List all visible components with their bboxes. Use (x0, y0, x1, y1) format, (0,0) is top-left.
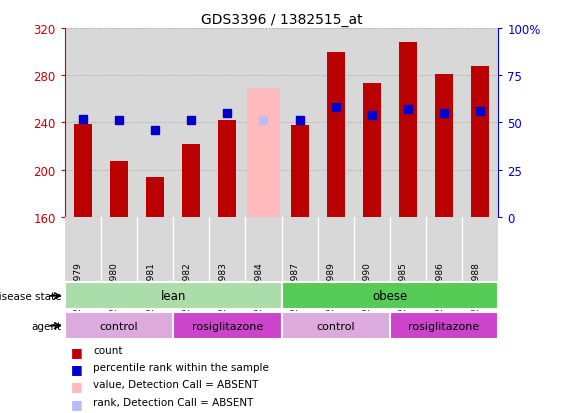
Bar (282, 29, 318, 217)
Bar (173, 29, 209, 217)
Title: GDS3396 / 1382515_at: GDS3396 / 1382515_at (200, 12, 363, 26)
Bar (65, 313, 173, 339)
Text: ■: ■ (70, 362, 82, 375)
Bar (435, 75, 453, 217)
Text: rosiglitazone: rosiglitazone (408, 321, 480, 331)
Bar (137, 29, 173, 217)
Text: control: control (316, 321, 355, 331)
Bar (245, 29, 282, 217)
Bar (282, 283, 498, 309)
Bar (327, 52, 345, 217)
Text: ■: ■ (70, 345, 82, 358)
Bar (146, 177, 164, 217)
Text: value, Detection Call = ABSENT: value, Detection Call = ABSENT (93, 380, 258, 389)
Bar (471, 66, 489, 217)
Bar (462, 29, 498, 217)
Text: rank, Detection Call = ABSENT: rank, Detection Call = ABSENT (93, 397, 253, 407)
Bar (354, 29, 390, 217)
Text: control: control (100, 321, 138, 331)
Bar (65, 29, 101, 217)
Text: ■: ■ (70, 397, 82, 410)
Bar (282, 313, 390, 339)
Bar (363, 84, 381, 217)
Text: disease state: disease state (0, 291, 62, 301)
Text: percentile rank within the sample: percentile rank within the sample (93, 362, 269, 372)
Text: ■: ■ (70, 380, 82, 392)
Text: agent: agent (32, 321, 62, 331)
Bar (247, 89, 280, 217)
Bar (101, 29, 137, 217)
Text: lean: lean (160, 290, 186, 303)
Bar (65, 283, 282, 309)
Bar (399, 43, 417, 217)
Bar (173, 313, 282, 339)
Bar (318, 29, 354, 217)
Bar (390, 29, 426, 217)
Text: rosiglitazone: rosiglitazone (191, 321, 263, 331)
Bar (218, 121, 236, 217)
Bar (390, 313, 498, 339)
Bar (426, 29, 462, 217)
Bar (74, 124, 92, 217)
Bar (209, 29, 245, 217)
Text: obese: obese (372, 290, 408, 303)
Bar (291, 126, 309, 217)
Bar (110, 162, 128, 217)
Text: count: count (93, 345, 122, 355)
Bar (182, 144, 200, 217)
